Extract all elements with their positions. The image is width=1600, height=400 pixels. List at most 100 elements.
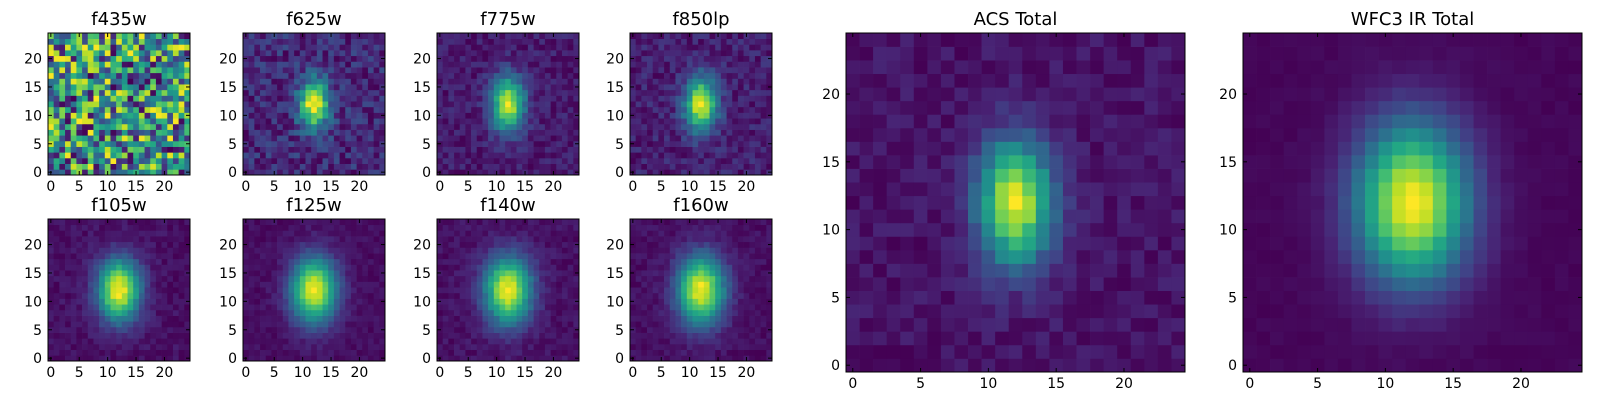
heatmap-cell [82, 157, 89, 164]
heatmap-cell [720, 281, 727, 288]
heatmap-cell [561, 355, 568, 362]
heatmap-cell [110, 315, 117, 322]
heatmap-cell [669, 169, 676, 176]
heatmap-cell [437, 287, 444, 294]
heatmap-cell [669, 118, 676, 125]
heatmap-cell [505, 44, 512, 51]
heatmap-cell [76, 44, 83, 51]
heatmap-cell [260, 129, 267, 136]
heatmap-cell [454, 241, 461, 248]
heatmap-cell [459, 89, 466, 96]
y-tick-label: 20 [413, 238, 431, 254]
heatmap-cell [533, 44, 540, 51]
heatmap-cell [277, 332, 284, 339]
heatmap-cell [658, 129, 665, 136]
heatmap-cell [652, 50, 659, 57]
heatmap-cell [556, 129, 563, 136]
heatmap-cell [373, 135, 380, 142]
heatmap-cell [766, 287, 773, 294]
heatmap-cell [65, 219, 72, 226]
heatmap-cell [356, 292, 363, 299]
heatmap-cell [254, 332, 261, 339]
heatmap-cell [288, 292, 295, 299]
heatmap-cell [379, 152, 386, 159]
heatmap-cell [743, 50, 750, 57]
heatmap-cell [328, 343, 335, 350]
heatmap-cell [288, 309, 295, 316]
heatmap-cell [138, 118, 145, 125]
heatmap-cell [737, 33, 744, 40]
heatmap-cell [121, 338, 128, 345]
heatmap-cell [104, 72, 111, 79]
heatmap-cell [150, 72, 157, 79]
heatmap-cell [265, 84, 272, 91]
heatmap-cell [48, 67, 55, 74]
heatmap-cell [561, 247, 568, 254]
heatmap-cell [726, 326, 733, 333]
heatmap-cell [567, 89, 574, 96]
heatmap-cell [277, 321, 284, 328]
heatmap-cell [379, 349, 386, 356]
heatmap-cell [184, 321, 191, 328]
heatmap-cell [630, 275, 637, 282]
heatmap-cell [99, 95, 106, 102]
heatmap-cell [144, 112, 151, 119]
heatmap-cell [305, 355, 312, 362]
heatmap-cell [87, 326, 94, 333]
heatmap-cell [277, 135, 284, 142]
heatmap-cell [522, 315, 529, 322]
heatmap-cell [505, 343, 512, 350]
heatmap-cell [110, 338, 117, 345]
heatmap-cell [488, 89, 495, 96]
heatmap-cell [698, 332, 705, 339]
heatmap-cell [715, 140, 722, 147]
heatmap-cell [669, 95, 676, 102]
heatmap-cell [178, 270, 185, 277]
heatmap-cell [144, 67, 151, 74]
heatmap-cell [669, 332, 676, 339]
heatmap-cell [138, 140, 145, 147]
heatmap-cell [322, 112, 329, 119]
heatmap-cell [437, 44, 444, 51]
heatmap-cell [362, 264, 369, 271]
heatmap-cell [328, 287, 335, 294]
heatmap-cell [630, 343, 637, 350]
heatmap-cell [715, 50, 722, 57]
heatmap-cell [305, 281, 312, 288]
heatmap-cell [766, 38, 773, 45]
heatmap-cell [675, 152, 682, 159]
heatmap-cell [282, 287, 289, 294]
heatmap-cell [544, 230, 551, 237]
heatmap-cell [641, 118, 648, 125]
x-tick-label: 5 [270, 179, 279, 195]
heatmap-cell [93, 270, 100, 277]
heatmap-cell [362, 95, 369, 102]
y-tick-label: 15 [413, 266, 431, 282]
heatmap-cell [527, 84, 534, 91]
heatmap-cell [260, 241, 267, 248]
heatmap-cell [442, 236, 449, 243]
heatmap-cell [635, 38, 642, 45]
heatmap-cell [53, 304, 60, 311]
heatmap-cell [732, 106, 739, 113]
heatmap-cell [681, 292, 688, 299]
heatmap-cell [265, 55, 272, 62]
heatmap-cell [448, 129, 455, 136]
heatmap-cell [345, 50, 352, 57]
heatmap-cell [116, 275, 123, 282]
heatmap-cell [471, 343, 478, 350]
heatmap-cell [567, 287, 574, 294]
heatmap-cell [703, 140, 710, 147]
heatmap-cell [121, 84, 128, 91]
heatmap-cell [248, 95, 255, 102]
heatmap-cell [760, 123, 767, 130]
heatmap-cell [482, 135, 489, 142]
heatmap-cell [367, 38, 374, 45]
heatmap-cell [454, 106, 461, 113]
heatmap-cell [311, 338, 318, 345]
heatmap-cell [373, 163, 380, 170]
heatmap-cell [561, 219, 568, 226]
heatmap-cell [167, 219, 174, 226]
heatmap-cell [476, 321, 483, 328]
heatmap-cell [664, 44, 671, 51]
